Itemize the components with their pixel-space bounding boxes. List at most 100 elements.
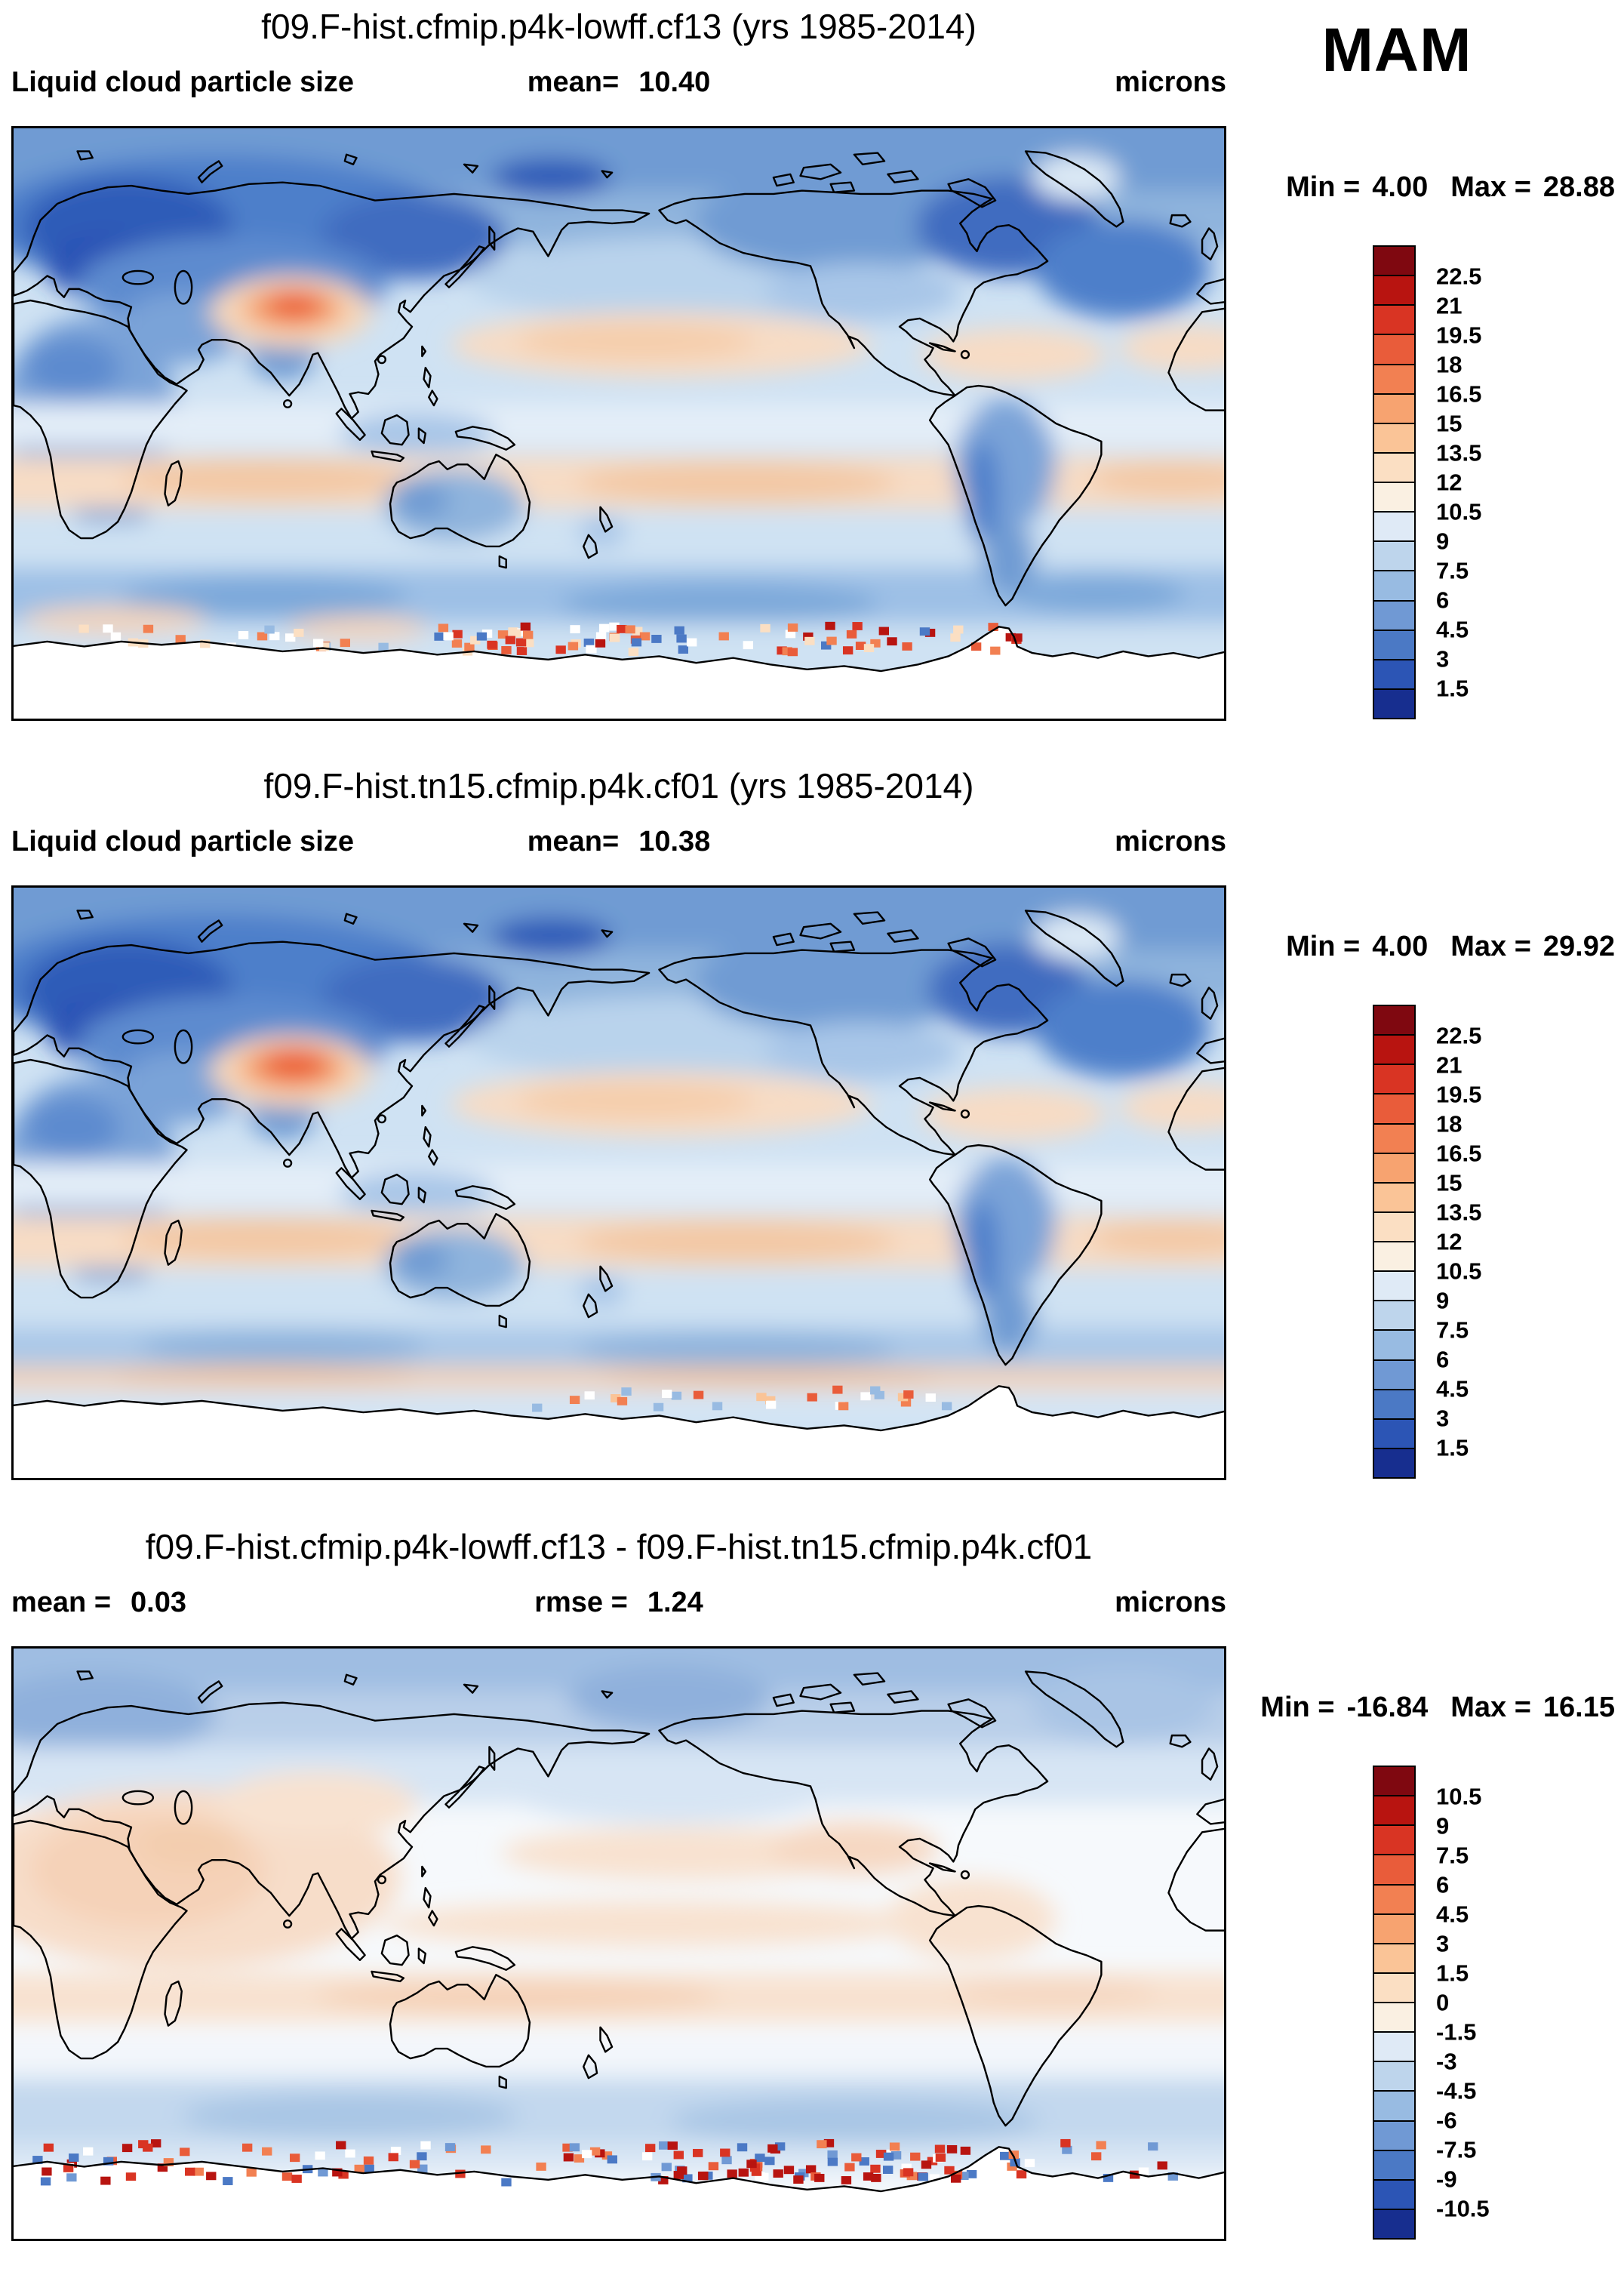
- colorbar-cell: [1374, 1854, 1414, 1884]
- colorbar-1: 22.5 21 19.5 18 16.5 15 13.5 12 10.5 9 7.5 6 4.5 3 1.5: [1373, 245, 1599, 724]
- panel-stats-row: mean = 0.03 rmse = 1.24 microns: [11, 1587, 1226, 1626]
- field-label: Liquid cloud particle size: [11, 66, 354, 98]
- colorbar-tick-label: 7.5: [1436, 557, 1469, 584]
- mean-value: 10.38: [638, 826, 711, 857]
- max-value: 29.92: [1542, 931, 1615, 962]
- colorbar-cell: [1374, 334, 1414, 364]
- colorbar-tick-label: 13.5: [1436, 1199, 1482, 1226]
- panel-title: f09.F-hist.cfmip.p4k-lowff.cf13 - f09.F-…: [145, 1527, 1093, 1566]
- colorbar-tick-label: 18: [1436, 1110, 1463, 1138]
- colorbar-tick-label: -6: [1436, 2107, 1457, 2134]
- map-field-2: [14, 888, 1224, 1478]
- colorbar-tick-label: 15: [1436, 410, 1463, 437]
- mean-label: mean=: [527, 826, 620, 857]
- colorbar-tick-label: 9: [1436, 528, 1450, 555]
- colorbar-tick-label: 3: [1436, 1405, 1450, 1432]
- colorbar-tick-label: 3: [1436, 645, 1450, 673]
- minmax-row: Min = 4.00 Max = 29.92: [1286, 931, 1615, 963]
- colorbar-cell: [1374, 1942, 1414, 1972]
- colorbar-cells: [1373, 1766, 1416, 2240]
- colorbar-cell: [1374, 1241, 1414, 1271]
- panel-stats-row: Liquid cloud particle size mean= 10.38 m…: [11, 826, 1226, 865]
- colorbar-tick-label: 12: [1436, 1228, 1463, 1255]
- min-label: Min =: [1286, 931, 1361, 962]
- colorbar-cell: [1374, 2178, 1414, 2209]
- colorbar-cell: [1374, 304, 1414, 334]
- colorbar-cell: [1374, 1447, 1414, 1477]
- colorbar-tick-label: 6: [1436, 1871, 1450, 1898]
- colorbar-tick-label: 22.5: [1436, 263, 1482, 290]
- panel-case1: f09.F-hist.cfmip.p4k-lowff.cf13 (yrs 198…: [0, 0, 1624, 759]
- colorbar-cell: [1374, 247, 1414, 276]
- minmax-row: Min = 4.00 Max = 28.88: [1286, 171, 1615, 204]
- colorbar-tick-label: -10.5: [1436, 2195, 1490, 2222]
- colorbar-cell: [1374, 1329, 1414, 1359]
- rmse-value: 1.24: [647, 1587, 703, 1618]
- colorbar-cell: [1374, 2149, 1414, 2179]
- colorbar-tick-label: -3: [1436, 2048, 1457, 2075]
- colorbar-cell: [1374, 363, 1414, 393]
- min-label: Min =: [1286, 171, 1361, 203]
- colorbar-tick-label: -1.5: [1436, 2018, 1477, 2046]
- colorbar-cell: [1374, 2031, 1414, 2061]
- colorbar-tick-label: -4.5: [1436, 2077, 1477, 2104]
- colorbar-tick-label: 6: [1436, 586, 1450, 614]
- max-label: Max =: [1450, 171, 1531, 203]
- colorbar-cell: [1374, 1300, 1414, 1330]
- colorbar-tick-label: 22.5: [1436, 1022, 1482, 1049]
- map-panel-1: [11, 126, 1226, 721]
- season-label: MAM: [1321, 16, 1472, 85]
- colorbar-cells: [1373, 245, 1416, 719]
- colorbar-cell: [1374, 688, 1414, 718]
- colorbar-cell: [1374, 658, 1414, 688]
- colorbar-tick-label: 21: [1436, 1051, 1463, 1079]
- colorbar-tick-label: -7.5: [1436, 2136, 1477, 2163]
- min-value: 4.00: [1372, 931, 1429, 962]
- colorbar-cell: [1374, 511, 1414, 541]
- colorbar-cell: [1374, 599, 1414, 630]
- colorbar-cell: [1374, 1883, 1414, 1913]
- minmax-row: Min = -16.84 Max = 16.15: [1260, 1692, 1615, 1724]
- colorbar-tick-label: 9: [1436, 1812, 1450, 1839]
- colorbar-cell: [1374, 393, 1414, 423]
- colorbar-tick-label: 18: [1436, 351, 1463, 378]
- colorbar-tick-label: 7.5: [1436, 1316, 1469, 1344]
- colorbar-tick-label: 7.5: [1436, 1842, 1469, 1869]
- colorbar-cell: [1374, 2120, 1414, 2150]
- colorbar-cell: [1374, 1211, 1414, 1241]
- panel-difference: f09.F-hist.cfmip.p4k-lowff.cf13 - f09.F-…: [0, 1520, 1624, 2272]
- colorbar-tick-label: 15: [1436, 1169, 1463, 1196]
- colorbar-cell: [1374, 451, 1414, 482]
- colorbar-tick-label: 10.5: [1436, 1258, 1482, 1285]
- colorbar-cell: [1374, 1152, 1414, 1182]
- colorbar-cell: [1374, 1034, 1414, 1064]
- max-label: Max =: [1450, 1692, 1531, 1723]
- colorbar-tick-label: 4.5: [1436, 1901, 1469, 1928]
- map-field-3: [14, 1649, 1224, 2239]
- mean-label: mean=: [527, 66, 620, 98]
- colorbar-tick-label: 1.5: [1436, 675, 1469, 702]
- colorbar-tick-label: 4.5: [1436, 616, 1469, 643]
- colorbar-tick-label: 16.5: [1436, 1140, 1482, 1167]
- colorbar-tick-label: 10.5: [1436, 498, 1482, 525]
- mean-value: 10.40: [638, 66, 711, 98]
- panel-title: f09.F-hist.cfmip.p4k-lowff.cf13 (yrs 198…: [261, 7, 977, 46]
- colorbar-tick-label: 6: [1436, 1346, 1450, 1373]
- colorbar-tick-label: 12: [1436, 469, 1463, 496]
- panel-title: f09.F-hist.tn15.cfmip.p4k.cf01 (yrs 1985…: [263, 766, 974, 805]
- colorbar-cell: [1374, 2061, 1414, 2091]
- colorbar-tick-label: 4.5: [1436, 1375, 1469, 1402]
- colorbar-tick-label: 0: [1436, 1989, 1450, 2016]
- antarctic-speckles-2: [532, 1385, 952, 1412]
- colorbar-cell: [1374, 2090, 1414, 2120]
- colorbar-cell: [1374, 2208, 1414, 2238]
- colorbar-cell: [1374, 422, 1414, 452]
- colorbar-tick-label: 9: [1436, 1287, 1450, 1314]
- max-label: Max =: [1450, 931, 1531, 962]
- colorbar-cell: [1374, 482, 1414, 512]
- max-value: 28.88: [1542, 171, 1615, 203]
- colorbar-tick-label: 19.5: [1436, 322, 1482, 349]
- colorbar-tick-label: 21: [1436, 292, 1463, 319]
- colorbar-tick-label: 3: [1436, 1930, 1450, 1957]
